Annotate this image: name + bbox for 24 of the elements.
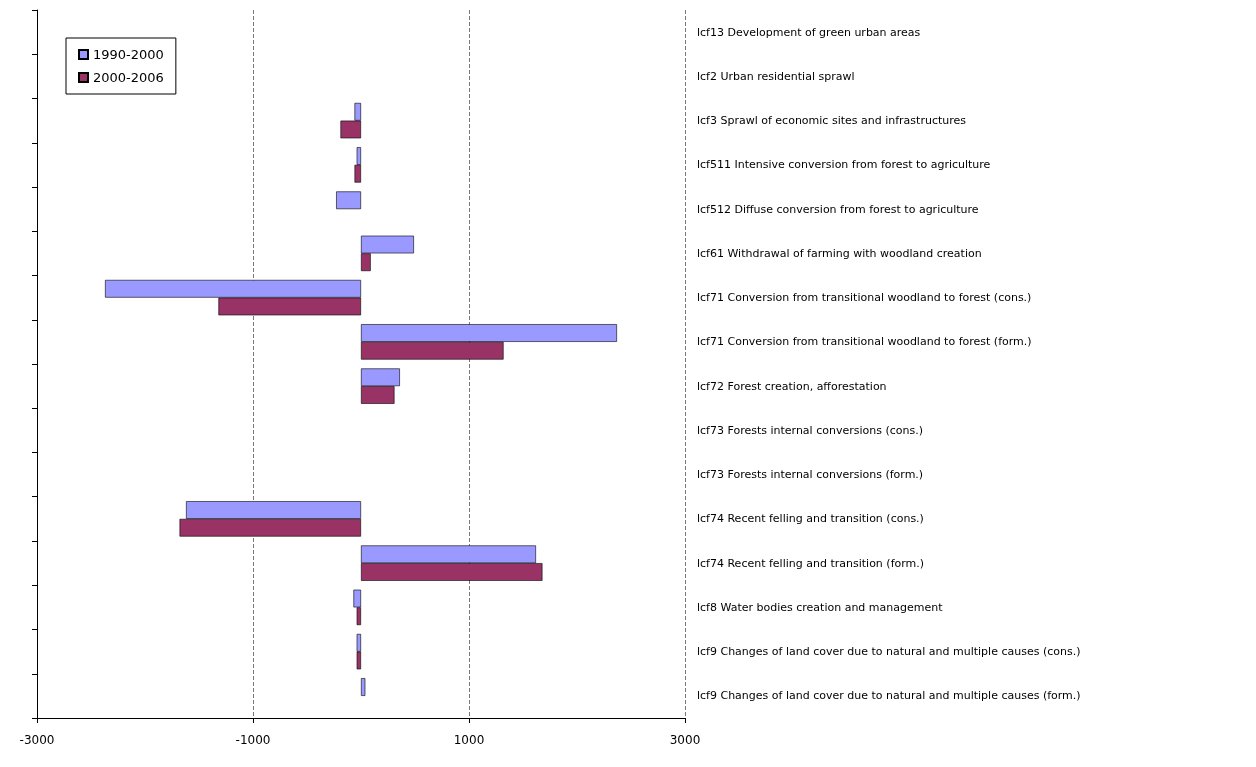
y-tick-label: lcf74 Recent felling and transition (cons.) — [697, 512, 924, 526]
y-tick-label: lcf72 Forest creation, afforestation — [697, 379, 887, 393]
y-tick-label: lcf8 Water bodies creation and management — [697, 600, 944, 614]
y-tick-label: lcf61 Withdrawal of farming with woodland creation — [697, 246, 982, 260]
bar — [361, 678, 366, 696]
y-tick-label: lcf73 Forests internal conversions (form.) — [697, 468, 924, 482]
x-tick-label: 1000 — [453, 733, 485, 747]
y-tick-label: lcf2 Urban residential sprawl — [697, 69, 855, 83]
x-tick-label: 3000 — [669, 733, 701, 747]
y-tick-label: lcf9 Changes of land cover due to natural and multiple causes (cons.) — [697, 645, 1081, 659]
y-tick-label: lcf13 Development of green urban areas — [697, 25, 921, 39]
legend-label: 2000-2006 — [93, 70, 164, 85]
legend-label: 1990-2000 — [93, 47, 164, 62]
y-tick-label: lcf74 Recent felling and transition (form.) — [697, 556, 925, 570]
x-tick-label: -1000 — [235, 733, 271, 747]
bar — [336, 191, 361, 210]
y-tick-label: lcf73 Forests internal conversions (cons.) — [697, 423, 923, 437]
y-tick-label: lcf511 Intensive conversion from forest to agriculture — [697, 158, 991, 172]
y-tick-label: lcf3 Sprawl of economic sites and infrastructures — [697, 114, 967, 128]
y-tick-label: lcf71 Conversion from transitional woodland to forest (cons.) — [697, 291, 1032, 305]
y-tick-label: lcf9 Changes of land cover due to natural and multiple causes (form.) — [697, 689, 1081, 703]
y-tick-label: lcf512 Diffuse conversion from forest to agriculture — [697, 202, 979, 216]
y-tick-label: lcf71 Conversion from transitional woodland to forest (form.) — [697, 335, 1032, 349]
x-tick-label: -3000 — [19, 733, 55, 747]
